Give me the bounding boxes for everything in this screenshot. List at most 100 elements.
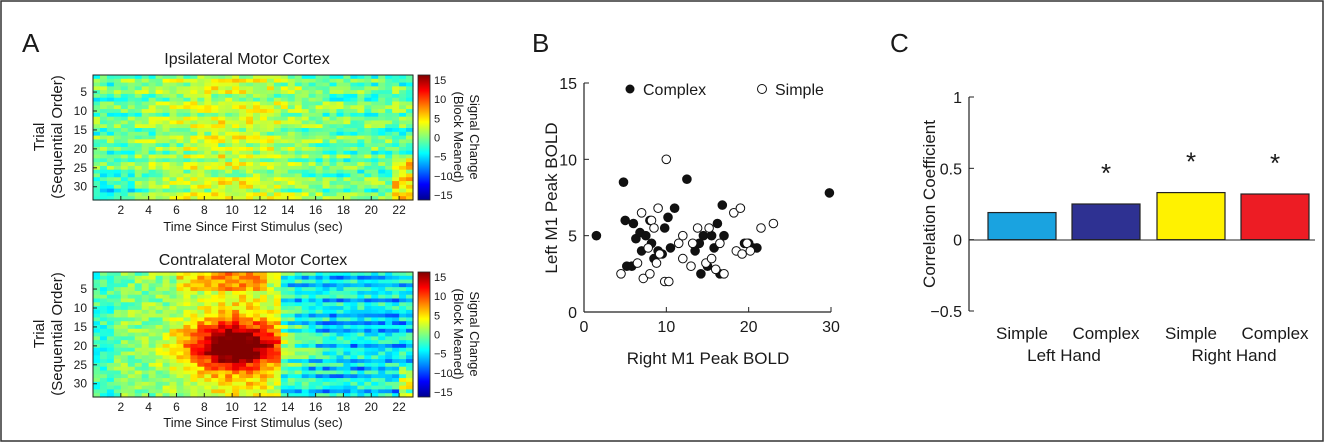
heatmap-cell [273, 188, 282, 194]
heatmap-cell [176, 109, 185, 114]
heatmap-cell [350, 143, 358, 148]
heatmap-cell [106, 287, 115, 292]
heatmap-cell [232, 143, 240, 148]
heatmap-cell [385, 385, 393, 391]
heatmap-cell [253, 184, 261, 190]
heatmap-cell [127, 351, 136, 356]
panel-letter-b: B [532, 28, 549, 58]
heatmap-cell [225, 86, 233, 91]
heatmap-cell [141, 272, 150, 277]
heatmap-cell [211, 355, 219, 360]
heatmap-cell [183, 328, 191, 334]
heatmap-cell [350, 389, 358, 394]
heatmap-cell [399, 332, 407, 337]
heatmap-cell [301, 86, 310, 91]
heatmap-cell [378, 139, 386, 144]
heatmap-cell [322, 313, 331, 319]
heatmap-cell [294, 325, 303, 330]
category-label: Complex [1072, 324, 1140, 343]
heatmap-cell [259, 385, 268, 391]
heatmap-cell [336, 105, 345, 110]
heatmap-cell [148, 116, 157, 122]
heatmap-cell [239, 128, 247, 133]
heatmap-cell [225, 192, 233, 197]
heatmap-cell [204, 82, 212, 87]
heatmap-cell [266, 272, 275, 277]
heatmap-cell [134, 158, 143, 163]
heatmap-cell [343, 302, 351, 307]
heatmap-cell [280, 146, 289, 152]
x-tick-label: 20 [365, 400, 379, 414]
heatmap-cell [127, 385, 136, 391]
heatmap-cell [232, 340, 240, 345]
heatmap-cell [120, 131, 129, 137]
heatmap-cell [155, 181, 164, 186]
heatmap-cell [141, 86, 150, 91]
heatmap-cell [204, 177, 212, 182]
heatmap-cell [253, 109, 261, 114]
heatmap-cell [134, 105, 143, 110]
heatmap-cell [232, 120, 240, 125]
heatmap-cell [113, 105, 122, 110]
heatmap-cell [364, 362, 372, 368]
x-tick-label: 8 [201, 203, 208, 217]
heatmap-cell [336, 101, 345, 106]
heatmap-cell [301, 165, 310, 171]
y-tick-label: 10 [74, 301, 88, 315]
heatmap-cell [211, 169, 219, 175]
heatmap-cell [225, 290, 233, 296]
heatmap-cell [308, 165, 317, 171]
heatmap-cell [218, 336, 226, 341]
heatmap-cell [93, 105, 101, 110]
heatmap-cell [190, 309, 198, 315]
heatmap-cell [399, 131, 407, 137]
heatmap-cell [280, 325, 289, 330]
heatmap-cell [120, 105, 129, 110]
heatmap-cell [399, 112, 407, 118]
heatmap-cell [315, 173, 324, 178]
heatmap-cell [148, 146, 157, 152]
heatmap-cell [204, 359, 212, 364]
heatmap-cell [343, 97, 351, 103]
heatmap-cell [378, 131, 386, 137]
heatmap-cell [378, 317, 386, 322]
heatmap-cell [148, 158, 157, 163]
heatmap-cell [106, 135, 115, 140]
heatmap-cell [176, 154, 185, 159]
heatmap-cell [176, 336, 185, 341]
heatmap-cell [259, 181, 268, 186]
heatmap-cell [336, 287, 345, 292]
colorbar-tick-label: 10 [434, 291, 446, 303]
heatmap-cell [113, 328, 122, 334]
heatmap-cell [336, 309, 345, 315]
heatmap-cell [162, 355, 171, 360]
heatmap-cell [301, 75, 310, 80]
heatmap-cell [343, 362, 351, 368]
heatmap-cell [357, 146, 365, 152]
heatmap-cell [176, 86, 185, 91]
heatmap-cell [155, 154, 164, 159]
heatmap-cell [357, 116, 365, 122]
heatmap-cell [225, 139, 233, 144]
heatmap-cell [134, 389, 143, 394]
x-tick-label: 12 [253, 203, 267, 217]
heatmap-cell [99, 135, 108, 140]
heatmap-cell [113, 389, 122, 394]
heatmap-cell [225, 173, 233, 178]
bar-y-ticks: 10.50−0.5 [930, 90, 974, 321]
panel-letter-a: A [22, 28, 40, 58]
heatmap-cell [176, 385, 185, 391]
heatmap-cell [371, 313, 379, 319]
heatmap-cell [204, 325, 212, 330]
heatmap-cell [308, 279, 317, 284]
heatmap-cell [322, 135, 331, 140]
heatmap-cell [169, 366, 178, 372]
heatmap-cell [239, 101, 247, 106]
heatmap-cell [113, 169, 122, 175]
heatmap-cell [273, 362, 282, 368]
heatmap-cell [343, 370, 351, 375]
heatmap-cell [350, 283, 358, 288]
heatmap-cell [169, 309, 178, 315]
heatmap-cell [266, 370, 275, 375]
heatmap-cell [301, 290, 310, 296]
